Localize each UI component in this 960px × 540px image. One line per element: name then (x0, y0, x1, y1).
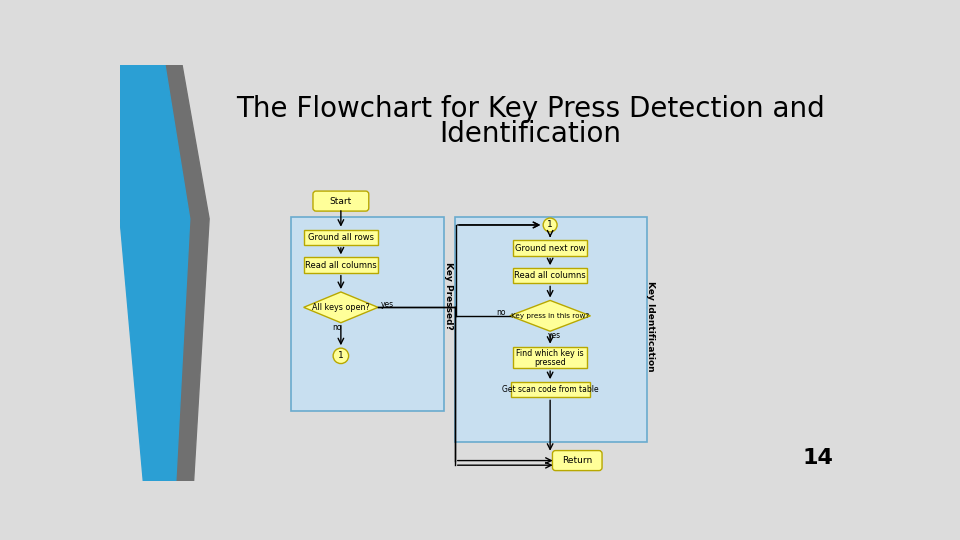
Polygon shape (120, 65, 209, 481)
Text: Read all columns: Read all columns (305, 260, 376, 269)
Text: Read all columns: Read all columns (515, 271, 586, 280)
Text: Ground next row: Ground next row (515, 244, 586, 253)
Text: 1: 1 (547, 220, 553, 230)
FancyBboxPatch shape (513, 240, 588, 256)
Text: Get scan code from table: Get scan code from table (502, 385, 598, 394)
Text: yes: yes (381, 300, 395, 309)
FancyBboxPatch shape (513, 347, 588, 368)
FancyBboxPatch shape (552, 450, 602, 470)
Text: The Flowchart for Key Press Detection and: The Flowchart for Key Press Detection an… (236, 96, 826, 124)
Text: Key press in this row?: Key press in this row? (511, 313, 589, 319)
Text: Key Pressed?: Key Pressed? (444, 262, 453, 330)
Text: Identification: Identification (440, 120, 622, 148)
FancyBboxPatch shape (511, 382, 589, 397)
FancyBboxPatch shape (513, 268, 588, 284)
FancyBboxPatch shape (291, 217, 444, 411)
FancyBboxPatch shape (313, 191, 369, 211)
Text: 1: 1 (338, 352, 344, 360)
Polygon shape (510, 300, 590, 331)
Text: no: no (496, 308, 506, 317)
Text: Start: Start (329, 197, 352, 206)
Text: Return: Return (563, 456, 592, 465)
Text: pressed: pressed (535, 359, 566, 367)
Text: All keys open?: All keys open? (312, 303, 370, 312)
Text: Key Identification: Key Identification (645, 281, 655, 372)
Polygon shape (303, 292, 378, 323)
Text: Ground all rows: Ground all rows (308, 233, 373, 242)
FancyBboxPatch shape (303, 230, 378, 245)
Polygon shape (120, 65, 190, 481)
Text: Find which key is: Find which key is (516, 349, 584, 358)
Text: yes: yes (547, 332, 561, 340)
Circle shape (543, 218, 557, 232)
Text: 14: 14 (803, 448, 833, 468)
Circle shape (333, 348, 348, 363)
FancyBboxPatch shape (303, 257, 378, 273)
Text: no: no (332, 323, 342, 332)
FancyBboxPatch shape (455, 217, 647, 442)
